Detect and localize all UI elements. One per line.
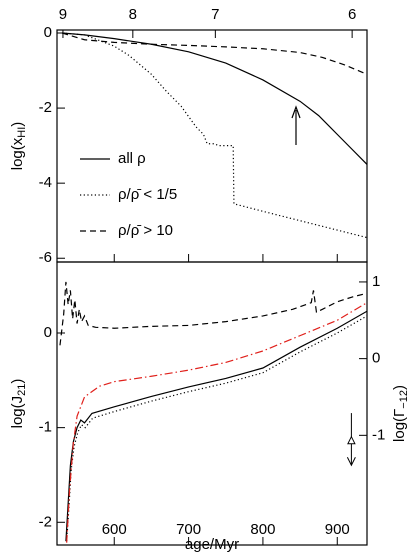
- y2-axis-label-part: log(Γ: [391, 409, 408, 442]
- legend-label: ρ/ρ̄ < 1/5: [118, 186, 177, 203]
- bottom-frame: [56, 261, 368, 546]
- y2-tick-label: 1: [372, 273, 380, 290]
- y-tick-label: -2: [39, 99, 52, 116]
- y-axis-label: log(xHI): [9, 122, 28, 171]
- y-tick-label: -6: [39, 249, 52, 266]
- y2-axis-label: log(Γ−12): [391, 385, 410, 442]
- y-axis-label-part: ): [9, 379, 26, 384]
- y-axis-label-part: HI: [16, 127, 28, 138]
- legend-label: ρ/ρ̄ > 10: [118, 222, 173, 239]
- series-line: [59, 281, 367, 346]
- series-line: [62, 32, 367, 75]
- x-tick-label: 600: [102, 521, 127, 538]
- x-tick-label: 800: [250, 521, 275, 538]
- x-axis-label: age/Myr: [185, 536, 239, 553]
- y-tick-label: 0: [44, 324, 52, 341]
- series-line: [65, 310, 367, 542]
- limit-marker: [346, 413, 356, 467]
- y-tick-label: -1: [39, 419, 52, 436]
- x2-tick-label: 8: [129, 6, 137, 23]
- series-line: [62, 32, 367, 165]
- y-axis-label-part: log(J: [9, 396, 26, 429]
- y-axis-label-part: 21: [16, 384, 28, 396]
- series-line: [66, 302, 367, 543]
- x2-tick-label: 9: [59, 6, 67, 23]
- series-line: [62, 32, 367, 239]
- y2-tick-label: -1: [372, 426, 385, 443]
- y-axis-label-part: ): [9, 122, 26, 127]
- y2-axis-label-part: −12: [398, 390, 410, 409]
- limit-arrowhead: [346, 457, 356, 467]
- y-tick-label: -4: [39, 174, 52, 191]
- y-axis-label: log(J21): [9, 379, 28, 429]
- y2-tick-label: 0: [372, 350, 380, 367]
- limit-point: [347, 435, 356, 445]
- y2-axis-label-part: ): [391, 385, 408, 390]
- y-tick-label: -2: [39, 513, 52, 530]
- x-tick-label: 900: [325, 521, 350, 538]
- legend-label: all ρ: [118, 150, 146, 167]
- x-tick-label: 700: [176, 521, 201, 538]
- x2-tick-label: 7: [211, 6, 219, 23]
- y-tick-label: 0: [44, 24, 52, 41]
- x2-tick-label: 6: [348, 6, 356, 23]
- arrow-annotation: [291, 105, 301, 145]
- top-frame: [56, 29, 368, 263]
- series-line: [66, 315, 367, 542]
- y-axis-label-part: log(x: [9, 137, 26, 170]
